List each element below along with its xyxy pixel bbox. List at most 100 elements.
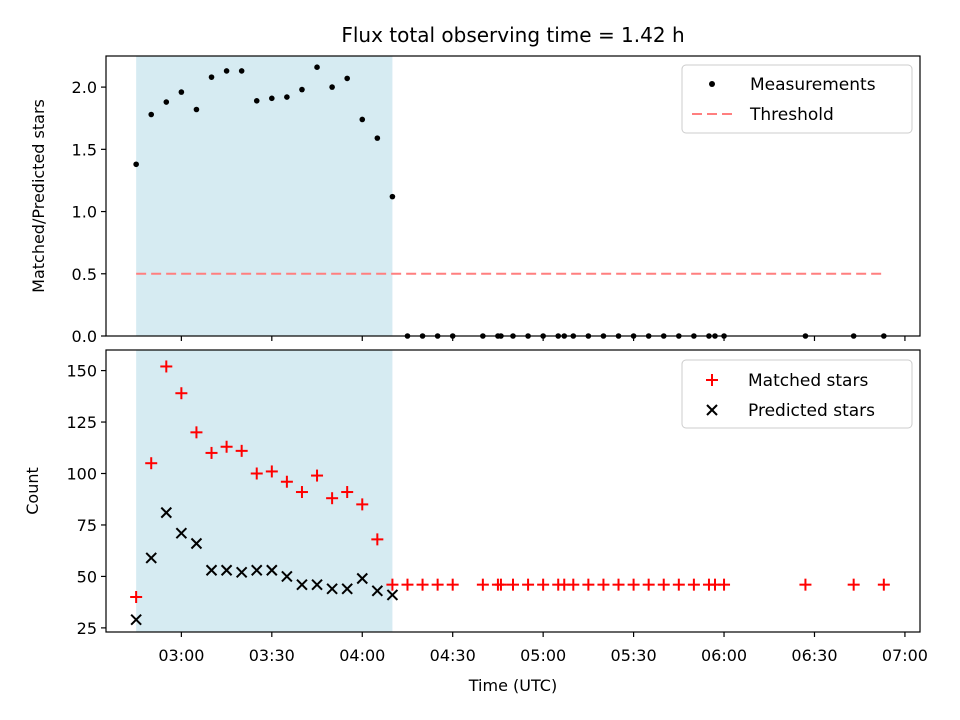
measurement-point — [299, 86, 305, 93]
matched-star-point — [627, 578, 640, 591]
predicted-star-point — [281, 570, 293, 583]
top-y-tick-label: 1.5 — [72, 140, 97, 159]
matched-star-point — [160, 360, 173, 373]
predicted-star-point — [251, 564, 263, 576]
matched-star-point — [295, 486, 308, 499]
measurement-point — [208, 74, 215, 80]
predicted-star-stroke-b — [341, 583, 353, 595]
bottom-y-tick-label: 75 — [77, 516, 97, 535]
x-tick-label: 05:30 — [611, 646, 657, 665]
measurement-points — [133, 64, 887, 339]
matched-star-point — [265, 465, 278, 478]
matched-star-point — [175, 387, 188, 400]
measurement-point — [223, 68, 230, 74]
measurement-point — [314, 64, 320, 70]
predicted-star-point — [311, 578, 323, 591]
bottom-legend: Matched stars Predicted stars — [681, 359, 913, 429]
predicted-star-point — [220, 564, 233, 576]
x-tick-label: 07:00 — [882, 646, 928, 665]
predicted-star-stroke-b — [160, 506, 173, 519]
x-tick-label: 04:30 — [430, 646, 476, 665]
top-y-axis-label: Matched/Predicted stars — [29, 99, 48, 293]
matched-star-point — [250, 467, 263, 480]
legend-predicted-marker — [706, 404, 718, 416]
predicted-star-point — [371, 585, 384, 597]
predicted-star-point — [326, 583, 338, 595]
predicted-star-stroke-b — [386, 589, 399, 601]
matched-star-point — [145, 457, 158, 470]
predicted-star-point — [175, 527, 188, 539]
predicted-star-point — [190, 537, 203, 550]
matched-star-point — [657, 578, 670, 591]
measurement-point — [329, 84, 335, 90]
matched-star-point — [582, 578, 595, 591]
bottom-y-tick-label: 125 — [66, 413, 97, 432]
matched-star-point — [612, 578, 625, 591]
matched-star-point — [431, 578, 444, 591]
legend-measurements-label: Measurements — [750, 75, 876, 95]
measurement-point — [148, 111, 155, 118]
measurement-point — [359, 116, 366, 123]
measurement-point — [178, 89, 185, 95]
measurement-point — [269, 95, 275, 102]
matched-star-point — [371, 533, 384, 546]
matched-star-point — [205, 446, 218, 459]
matched-star-point — [311, 469, 324, 482]
predicted-star-point — [341, 583, 353, 595]
bottom-y-tick-label: 50 — [77, 567, 97, 586]
predicted-star-stroke-b — [251, 564, 263, 576]
matched-star-point — [220, 440, 233, 453]
chart-title: Flux total observing time = 1.42 h — [341, 23, 684, 47]
predicted-star-point — [145, 552, 157, 564]
measurement-point — [238, 68, 245, 74]
matched-star-point — [341, 486, 354, 499]
predicted-star-stroke-b — [281, 570, 293, 583]
bottom-y-axis-label: Count — [23, 467, 42, 515]
x-tick-label: 05:00 — [520, 646, 566, 665]
predicted-star-stroke-b — [190, 537, 203, 550]
legend-matched-marker — [706, 374, 718, 386]
top-y-ticks: 0.0 0.5 1.0 1.5 2.0 — [72, 78, 106, 346]
x-tick-label: 04:00 — [339, 646, 385, 665]
predicted-star-stroke-b — [220, 564, 233, 576]
predicted-star-stroke-b — [266, 564, 278, 576]
bottom-axes-frame — [105, 349, 921, 633]
x-axis-label: Time (UTC) — [468, 676, 557, 695]
bottom-y-ticks: 25 50 75 100 125 150 — [66, 362, 106, 638]
matched-star-point — [130, 591, 143, 604]
matched-star-point — [522, 578, 535, 591]
matched-star-point — [476, 578, 489, 591]
predicted-star-stroke-b — [175, 527, 188, 539]
matched-star-point — [718, 578, 731, 591]
top-y-tick-label: 0.5 — [72, 265, 97, 284]
matched-star-point — [416, 578, 429, 591]
measurement-point — [344, 75, 350, 82]
matched-star-point — [642, 578, 655, 591]
count-points — [130, 360, 890, 626]
predicted-star-stroke-b — [235, 566, 248, 579]
measurement-point — [163, 99, 170, 105]
matched-star-point — [386, 578, 399, 591]
bottom-y-tick-label: 100 — [66, 465, 97, 484]
predicted-star-point — [235, 566, 248, 579]
predicted-star-point — [160, 506, 173, 519]
measurement-point — [374, 135, 381, 141]
matched-star-point — [235, 444, 248, 457]
legend-threshold-label: Threshold — [749, 105, 834, 125]
matched-star-point — [597, 578, 610, 591]
predicted-star-point — [130, 613, 142, 626]
bottom-y-tick-label: 25 — [77, 619, 97, 638]
measurement-point — [284, 94, 290, 100]
matched-star-point — [401, 578, 414, 591]
matched-star-point — [847, 578, 860, 591]
top-legend: Measurements Threshold — [681, 64, 913, 134]
top-panel: Flux total observing time = 1.42 h 0.00.… — [29, 23, 921, 346]
top-legend-box — [681, 64, 913, 134]
matched-star-point — [494, 578, 507, 591]
bottom-panel: 25 50 75 100 125 150 03:00 03:30 04:00 04:30 05:0… — [23, 349, 928, 695]
top-y-tick-label: 2.0 — [72, 78, 97, 97]
measurement-point — [253, 98, 260, 104]
matched-star-point — [326, 492, 339, 505]
matched-star-point — [537, 578, 550, 591]
measurement-point — [193, 106, 200, 113]
